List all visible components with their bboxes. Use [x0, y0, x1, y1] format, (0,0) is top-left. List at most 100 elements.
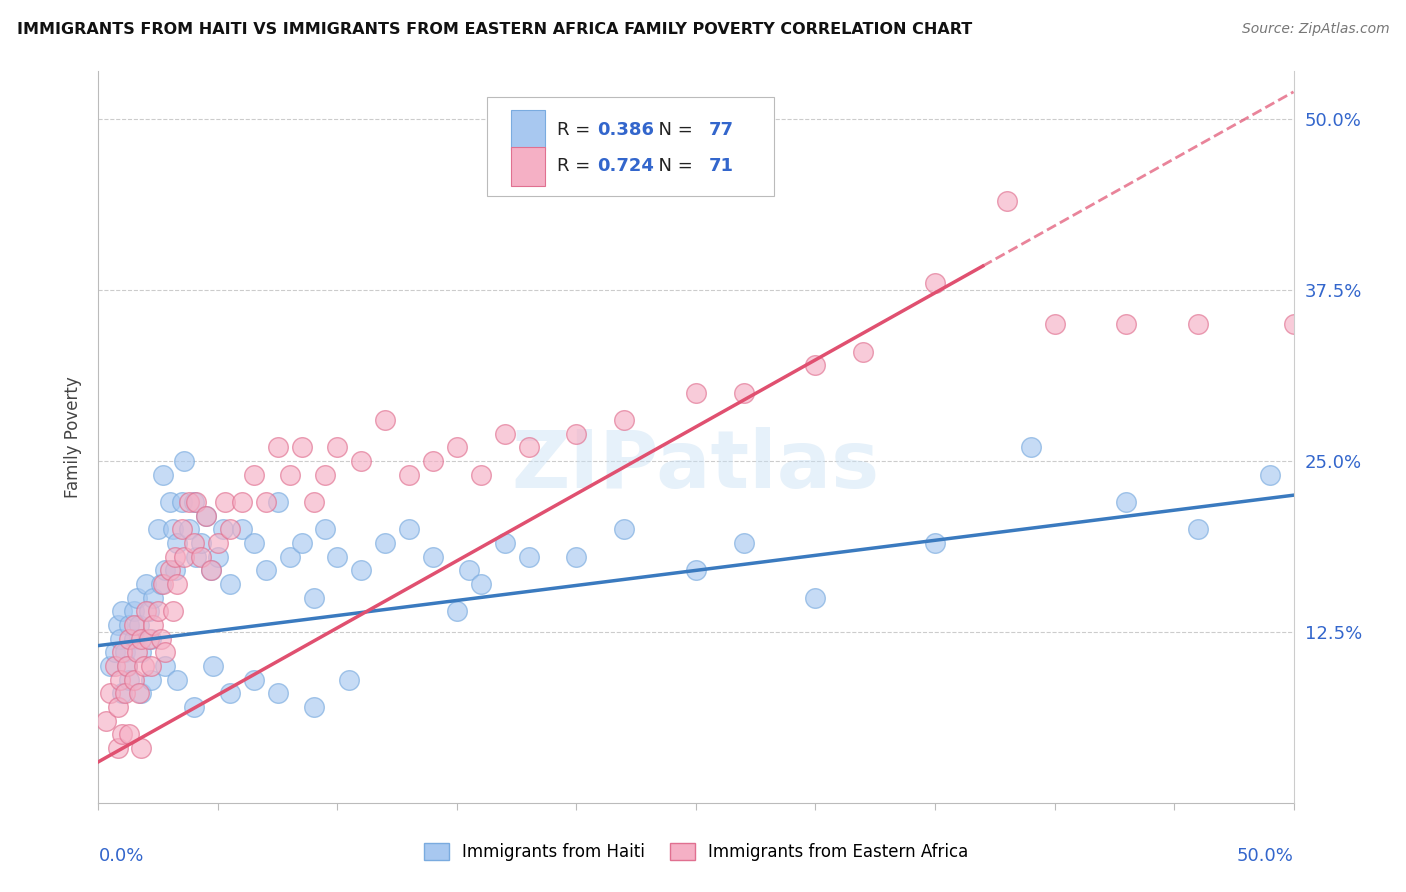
- Point: [131, 645, 153, 659]
- Point: [108, 632, 131, 646]
- Point: [565, 549, 588, 564]
- Point: [135, 604, 157, 618]
- Point: [470, 577, 492, 591]
- Point: [446, 440, 468, 454]
- Point: [124, 618, 146, 632]
- Point: [195, 508, 218, 523]
- Point: [733, 536, 755, 550]
- Point: [190, 536, 212, 550]
- Point: [517, 549, 540, 564]
- Text: Source: ZipAtlas.com: Source: ZipAtlas.com: [1241, 22, 1389, 37]
- Point: [613, 522, 636, 536]
- Point: [114, 645, 136, 659]
- Point: [278, 467, 301, 482]
- Text: IMMIGRANTS FROM HAITI VS IMMIGRANTS FROM EASTERN AFRICA FAMILY POVERTY CORRELATI: IMMIGRANTS FROM HAITI VS IMMIGRANTS FROM…: [17, 22, 972, 37]
- Text: 0.386: 0.386: [596, 121, 654, 139]
- Point: [350, 563, 373, 577]
- Point: [207, 536, 229, 550]
- Point: [128, 686, 150, 700]
- Point: [804, 591, 827, 605]
- Point: [183, 495, 205, 509]
- Point: [350, 454, 373, 468]
- Point: [148, 522, 170, 536]
- Point: [179, 522, 201, 536]
- Point: [494, 426, 516, 441]
- Point: [494, 536, 516, 550]
- Point: [159, 495, 181, 509]
- Point: [339, 673, 361, 687]
- Point: [172, 522, 194, 536]
- Point: [733, 385, 755, 400]
- Point: [173, 454, 195, 468]
- Point: [104, 659, 127, 673]
- Point: [190, 549, 212, 564]
- Point: [186, 495, 208, 509]
- Point: [107, 741, 129, 756]
- Point: [315, 522, 337, 536]
- Text: 77: 77: [709, 121, 734, 139]
- Point: [111, 604, 134, 618]
- Text: 0.724: 0.724: [596, 158, 654, 176]
- Point: [685, 563, 707, 577]
- Point: [852, 344, 875, 359]
- Point: [219, 522, 242, 536]
- Point: [924, 536, 946, 550]
- Legend: Immigrants from Haiti, Immigrants from Eastern Africa: Immigrants from Haiti, Immigrants from E…: [418, 836, 974, 868]
- Point: [685, 385, 707, 400]
- Point: [163, 563, 186, 577]
- Point: [422, 549, 444, 564]
- Point: [155, 659, 177, 673]
- Point: [243, 536, 266, 550]
- Point: [139, 659, 162, 673]
- Point: [446, 604, 468, 618]
- Point: [374, 536, 396, 550]
- Point: [149, 632, 172, 646]
- Point: [118, 727, 141, 741]
- Point: [398, 467, 420, 482]
- Point: [114, 686, 136, 700]
- Point: [155, 563, 177, 577]
- Point: [1019, 440, 1042, 454]
- Text: ZIPatlas: ZIPatlas: [512, 427, 880, 506]
- Point: [1187, 522, 1209, 536]
- Point: [183, 536, 205, 550]
- Point: [1187, 318, 1209, 332]
- Point: [179, 495, 201, 509]
- Point: [94, 714, 117, 728]
- Point: [148, 604, 170, 618]
- Point: [139, 632, 162, 646]
- Point: [118, 673, 141, 687]
- Point: [517, 440, 540, 454]
- Point: [162, 604, 184, 618]
- Point: [139, 673, 162, 687]
- Point: [1043, 318, 1066, 332]
- Point: [135, 577, 157, 591]
- Point: [302, 591, 325, 605]
- Point: [104, 645, 127, 659]
- Point: [1115, 495, 1137, 509]
- FancyBboxPatch shape: [510, 110, 546, 150]
- Point: [804, 359, 827, 373]
- Point: [111, 645, 134, 659]
- Point: [254, 495, 277, 509]
- Point: [398, 522, 420, 536]
- Text: N =: N =: [647, 121, 699, 139]
- Y-axis label: Family Poverty: Family Poverty: [65, 376, 83, 498]
- Point: [125, 645, 148, 659]
- Point: [302, 700, 325, 714]
- Point: [326, 549, 349, 564]
- Point: [291, 440, 314, 454]
- Point: [458, 563, 481, 577]
- Point: [124, 632, 146, 646]
- Point: [124, 604, 146, 618]
- Point: [1258, 467, 1281, 482]
- Point: [267, 440, 290, 454]
- Point: [207, 549, 229, 564]
- Point: [152, 577, 174, 591]
- Point: [118, 618, 141, 632]
- Point: [214, 495, 236, 509]
- Point: [128, 618, 150, 632]
- Point: [1115, 318, 1137, 332]
- Point: [163, 549, 186, 564]
- Point: [142, 591, 165, 605]
